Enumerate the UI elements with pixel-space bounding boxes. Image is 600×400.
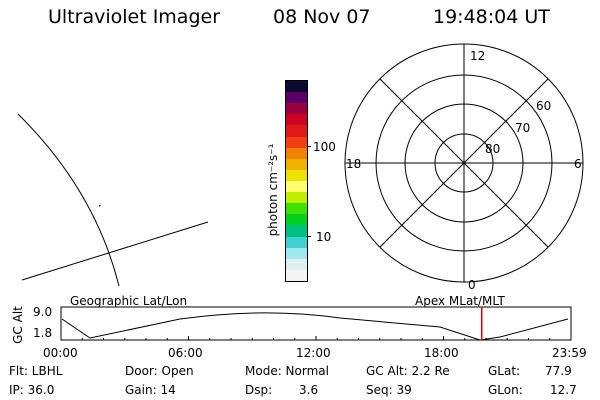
polar-plot: 12 18 6 0 60 70 80 (344, 43, 584, 292)
grid-line (21, 221, 209, 281)
geographic-label: Geographic Lat/Lon (70, 294, 188, 308)
colorbar-tick-mark (307, 146, 311, 147)
earth-limb-curve (17, 113, 120, 287)
colorbar-swatch (286, 192, 307, 204)
glat-label: GLat: (488, 364, 521, 378)
geographic-map (17, 113, 209, 287)
lat-label-70: 70 (515, 121, 530, 135)
altitude-strip (60, 306, 572, 341)
mlt-label-6: 6 (574, 157, 582, 171)
colorbar-swatch (286, 125, 307, 137)
colorbar-swatch (286, 103, 307, 115)
colorbar-swatch (286, 247, 307, 259)
x-tick-0000: 00:00 (43, 346, 78, 360)
colorbar-swatch (286, 81, 307, 93)
ip-info: IP: 36.0 (9, 383, 55, 397)
date-label: 08 Nov 07 (273, 6, 371, 28)
colorbar-swatch (286, 214, 307, 226)
glon-value: 12.7 (550, 383, 577, 397)
colorbar-swatch (286, 136, 307, 148)
lat-label-80: 80 (485, 142, 500, 156)
map-dot (99, 205, 101, 207)
dsp-value: 3.6 (299, 383, 319, 397)
mode-info: Mode: Normal (245, 364, 329, 378)
gc-alt-axis-label: GC Alt (11, 306, 25, 344)
gain-info: Gain: 14 (125, 383, 176, 397)
x-tick-1800: 18:00 (424, 346, 459, 360)
door-info: Door: Open (125, 364, 194, 378)
alt-tick-1-8: 1.8 (33, 326, 53, 340)
colorbar-tick-10: 10 (316, 230, 332, 244)
colorbar-swatch (286, 225, 307, 237)
colorbar-swatch (286, 269, 307, 281)
colorbar-swatch (286, 203, 307, 215)
altitude-strip-frame (60, 306, 572, 341)
colorbar-swatch (286, 158, 307, 170)
colorbar-tick-100: 100 (313, 140, 336, 154)
colorbar-swatch (286, 114, 307, 126)
mlt-label-0: 0 (468, 278, 476, 292)
colorbar-swatch (286, 180, 307, 193)
mlt-label-12: 12 (470, 49, 485, 63)
glat-value: 77.9 (545, 364, 572, 378)
time-label: 19:48:04 UT (433, 6, 550, 28)
mlt-label-18: 18 (346, 157, 361, 171)
x-tick-2359: 23:59 (552, 346, 587, 360)
colorbar-swatch (286, 258, 307, 270)
lat-label-60: 60 (536, 99, 551, 113)
colorbar-units-label: photon cm⁻²s⁻¹ (266, 143, 280, 237)
x-tick-0600: 06:00 (168, 346, 203, 360)
colorbar-tick-mark (307, 236, 311, 237)
alt-tick-9: 9.0 (33, 305, 53, 319)
instrument-title: Ultraviolet Imager (48, 6, 221, 28)
colorbar-swatch (286, 169, 307, 181)
apex-label: Apex MLat/MLT (415, 294, 505, 308)
glon-label: GLon: (488, 383, 523, 397)
gc-alt-info: GC Alt: 2.2 Re (366, 364, 450, 378)
colorbar-swatch (286, 92, 307, 104)
dsp-label: Dsp: (245, 383, 273, 397)
colorbar (285, 80, 308, 282)
x-tick-1200: 12:00 (296, 346, 331, 360)
flt-info: Flt: LBHL (9, 364, 63, 378)
colorbar-swatch (286, 147, 307, 159)
seq-info: Seq: 39 (366, 383, 412, 397)
altitude-x-tick-marks (60, 336, 572, 340)
altitude-curve (61, 312, 569, 341)
meridian-diagonal (379, 78, 549, 248)
colorbar-swatch (286, 236, 307, 248)
